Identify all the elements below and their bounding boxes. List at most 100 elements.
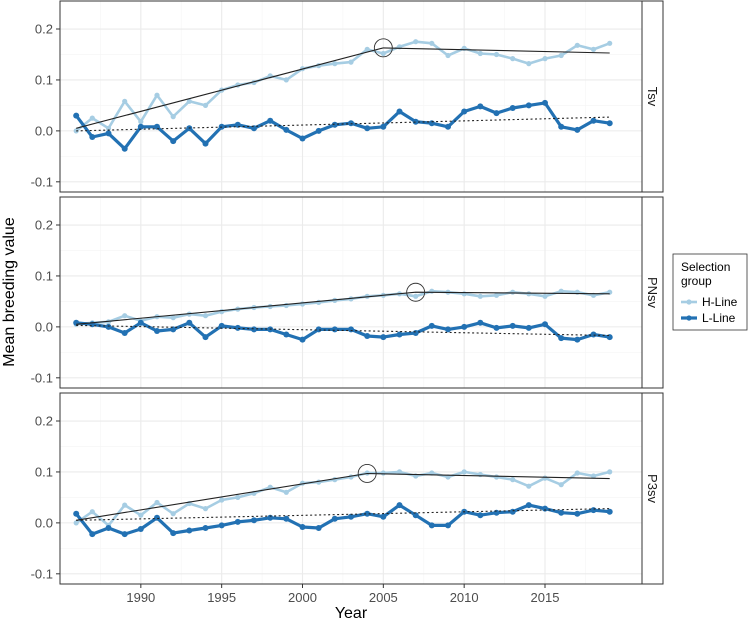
data-point-h-line (122, 98, 128, 104)
data-point-h-line (89, 115, 95, 121)
y-tick-label: 0.1 (35, 268, 53, 283)
data-point-h-line (105, 125, 112, 131)
data-point-l-line (493, 324, 500, 331)
y-tick-label: -0.1 (31, 370, 53, 385)
data-point-h-line (202, 313, 209, 319)
data-point-l-line (542, 99, 548, 106)
data-point-h-line (73, 520, 79, 526)
data-point-h-line (154, 499, 160, 506)
data-point-h-line (510, 477, 516, 483)
facet-strip-label: P3sv (645, 474, 660, 503)
facet-strip (641, 196, 664, 389)
data-point-h-line (493, 292, 500, 298)
x-tick-label: 2010 (450, 590, 479, 605)
x-tick-label: 2000 (288, 590, 317, 605)
data-point-h-line (170, 315, 176, 321)
data-point-h-line (461, 469, 467, 475)
data-point-l-line (428, 522, 435, 529)
data-point-h-line (477, 50, 483, 57)
facet-strip-label: PNsv (645, 277, 660, 309)
data-point-h-line (380, 470, 386, 476)
y-tick-label: 0.0 (35, 123, 53, 138)
trend-line-l (76, 116, 610, 132)
data-point-l-line (493, 110, 500, 117)
data-point-l-line (477, 512, 484, 519)
data-point-h-line (170, 114, 176, 120)
data-point-l-line (574, 510, 581, 517)
data-point-h-line (186, 98, 192, 104)
data-point-h-line (510, 289, 516, 295)
data-point-l-line (137, 319, 144, 326)
data-point-h-line (526, 61, 532, 67)
legend-box (672, 253, 748, 331)
y-axis-title: Mean breeding value (1, 217, 18, 367)
x-tick-label: 2015 (531, 590, 560, 605)
x-tick-label: 2005 (369, 590, 398, 605)
data-point-l-line (137, 123, 144, 130)
data-point-l-line (283, 331, 290, 338)
panel-p3sv: -0.1 0.0 0.1 0.2 P3sv (31, 392, 664, 585)
data-point-h-line (493, 474, 500, 480)
data-point-h-line (590, 46, 597, 53)
data-point-l-line (606, 508, 613, 515)
x-axis-title: Year (335, 605, 368, 622)
data-point-l-line (348, 326, 354, 333)
data-point-l-line (477, 103, 484, 110)
data-point-l-line (315, 326, 322, 333)
legend-key-point (686, 299, 692, 305)
y-tick-label: 0.0 (35, 319, 53, 334)
data-point-l-line (590, 331, 597, 338)
data-point-h-line (138, 119, 144, 125)
data-point-l-line (251, 326, 257, 333)
data-point-h-line (122, 313, 128, 319)
data-point-h-line (558, 288, 564, 294)
panel-pnsv: -0.1 0.0 0.1 0.2 PNsv (31, 196, 664, 389)
y-tick-label: 0.2 (35, 414, 53, 429)
data-point-l-line (445, 522, 451, 529)
data-point-l-line (283, 515, 290, 522)
trend-line-h (76, 472, 610, 521)
y-tick-label: 0.2 (35, 22, 53, 37)
data-point-h-line (202, 102, 209, 108)
data-point-l-line (412, 118, 419, 125)
data-point-l-line (202, 140, 209, 147)
data-point-h-line (558, 482, 564, 488)
data-point-l-line (331, 326, 338, 333)
data-point-h-line (607, 469, 613, 475)
x-tick-label: 1990 (126, 590, 155, 605)
y-tick-label: 0.1 (35, 464, 53, 479)
data-point-h-line (429, 40, 435, 46)
data-point-l-line (315, 525, 322, 531)
data-point-h-line (558, 52, 564, 59)
data-point-h-line (413, 39, 419, 45)
data-point-l-line (73, 319, 80, 326)
data-point-l-line (364, 510, 371, 517)
panel-tsv: -0.1 0.0 0.1 0.2 Tsv (31, 0, 664, 193)
data-point-h-line (170, 511, 176, 517)
data-point-l-line (73, 510, 80, 517)
breakpoint-marker (357, 464, 377, 483)
data-point-l-line (542, 505, 548, 512)
data-point-l-line (509, 105, 516, 111)
data-point-l-line (121, 531, 128, 538)
data-point-h-line (542, 475, 548, 481)
data-point-l-line (525, 102, 532, 109)
data-point-l-line (105, 130, 112, 137)
data-point-h-line (607, 40, 613, 46)
breakpoint-marker (406, 282, 426, 302)
data-point-l-line (121, 330, 128, 336)
facet-strip-label: Tsv (645, 87, 660, 107)
legend-title: Selection (681, 260, 730, 274)
data-point-l-line (234, 324, 241, 331)
data-point-l-line (234, 518, 241, 525)
data-point-l-line (170, 530, 177, 537)
data-point-l-line (590, 117, 597, 124)
y-tick-label: -0.1 (31, 566, 53, 581)
facet-strip (641, 0, 664, 193)
y-tick-label: 0.0 (35, 515, 53, 530)
data-point-h-line (364, 46, 370, 53)
data-point-l-line (364, 125, 371, 132)
series-line-l-line (74, 503, 612, 536)
data-point-l-line (412, 512, 419, 519)
